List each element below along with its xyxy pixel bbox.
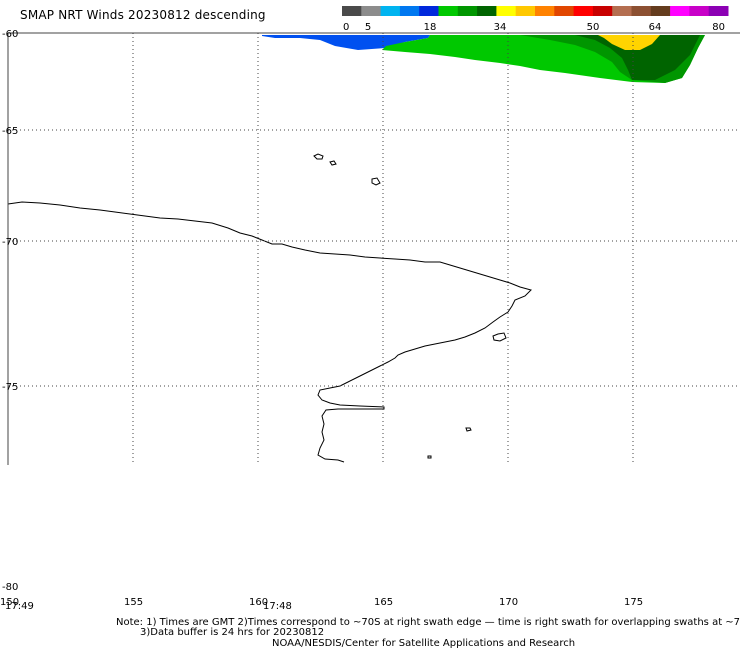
balleny-island-2 [371,177,381,186]
colorbar-tick-label: 80 [712,22,725,33]
colorbar-segment [361,6,382,16]
colorbar-tick-label: 0 [343,22,349,33]
coastal-inlet [492,332,507,342]
colorbar-segment [573,6,594,16]
time-label-1749: 17:49 [5,601,34,612]
colorbar-tick-label: 5 [365,22,371,33]
lat-label-75: -75 [2,382,18,393]
storm-wind-core [598,35,660,50]
lat-label-65: -65 [2,126,18,137]
colorbar-tick-label: 64 [649,22,662,33]
colorbar-segment [438,6,459,16]
balleny-island-1 [329,160,337,166]
coastline [7,153,532,463]
colorbar-tick-label: 34 [494,22,507,33]
colorbar-segment [496,6,517,16]
gale-wind-band [575,35,700,80]
colorbar-segment [631,6,652,16]
lat-label-60: -60 [2,29,18,40]
colorbar-segment [670,6,690,16]
colorbar-segment [612,6,632,16]
lat-label-70: -70 [2,237,18,248]
colorbar-segment [380,6,401,16]
colorbar-segment [554,6,575,16]
lon-label-175: 175 [624,597,643,608]
scott-island [313,153,324,160]
colorbar-segment [477,6,497,16]
colorbar-segment [457,6,478,16]
wind-swath [262,35,705,83]
wind-map: -60 -65 -70 -75 -80 150 155 160 165 170 … [0,29,740,612]
time-label-1748: 17:48 [263,601,292,612]
lon-label-150: 150 [0,597,19,608]
page-title: SMAP NRT Winds 20230812 descending [20,8,266,22]
colorbar-segment [708,6,729,16]
colorbar-segment [399,6,420,16]
antarctic-coastline [7,201,532,463]
colorbar-segment [689,6,710,16]
lon-label-160: 160 [249,597,268,608]
colorbar-segment [515,6,536,16]
colorbar-tick-label: 50 [587,22,600,33]
colorbar-segment [419,6,439,16]
small-island-1 [465,427,472,432]
colorbar-segment [592,6,613,16]
graticule [8,33,740,465]
lon-label-155: 155 [124,597,143,608]
note-line-buffer: 3)Data buffer is 24 hrs for 20230812 [140,627,325,638]
colorbar-segment [535,6,555,16]
colorbar-tick-label: 18 [424,22,437,33]
small-island-2 [427,455,432,459]
lon-label-165: 165 [374,597,393,608]
note-line-times: Note: 1) Times are GMT 2)Times correspon… [116,617,740,628]
colorbar-segment [650,6,671,16]
map-frame [7,32,740,465]
lat-label-80: -80 [2,582,18,593]
lon-label-170: 170 [499,597,518,608]
colorbar-segment [342,6,362,16]
wind-speed-colorbar: 0 5 18 34 50 64 80 [342,6,729,33]
note-line-credit: NOAA/NESDIS/Center for Satellite Applica… [272,638,576,649]
